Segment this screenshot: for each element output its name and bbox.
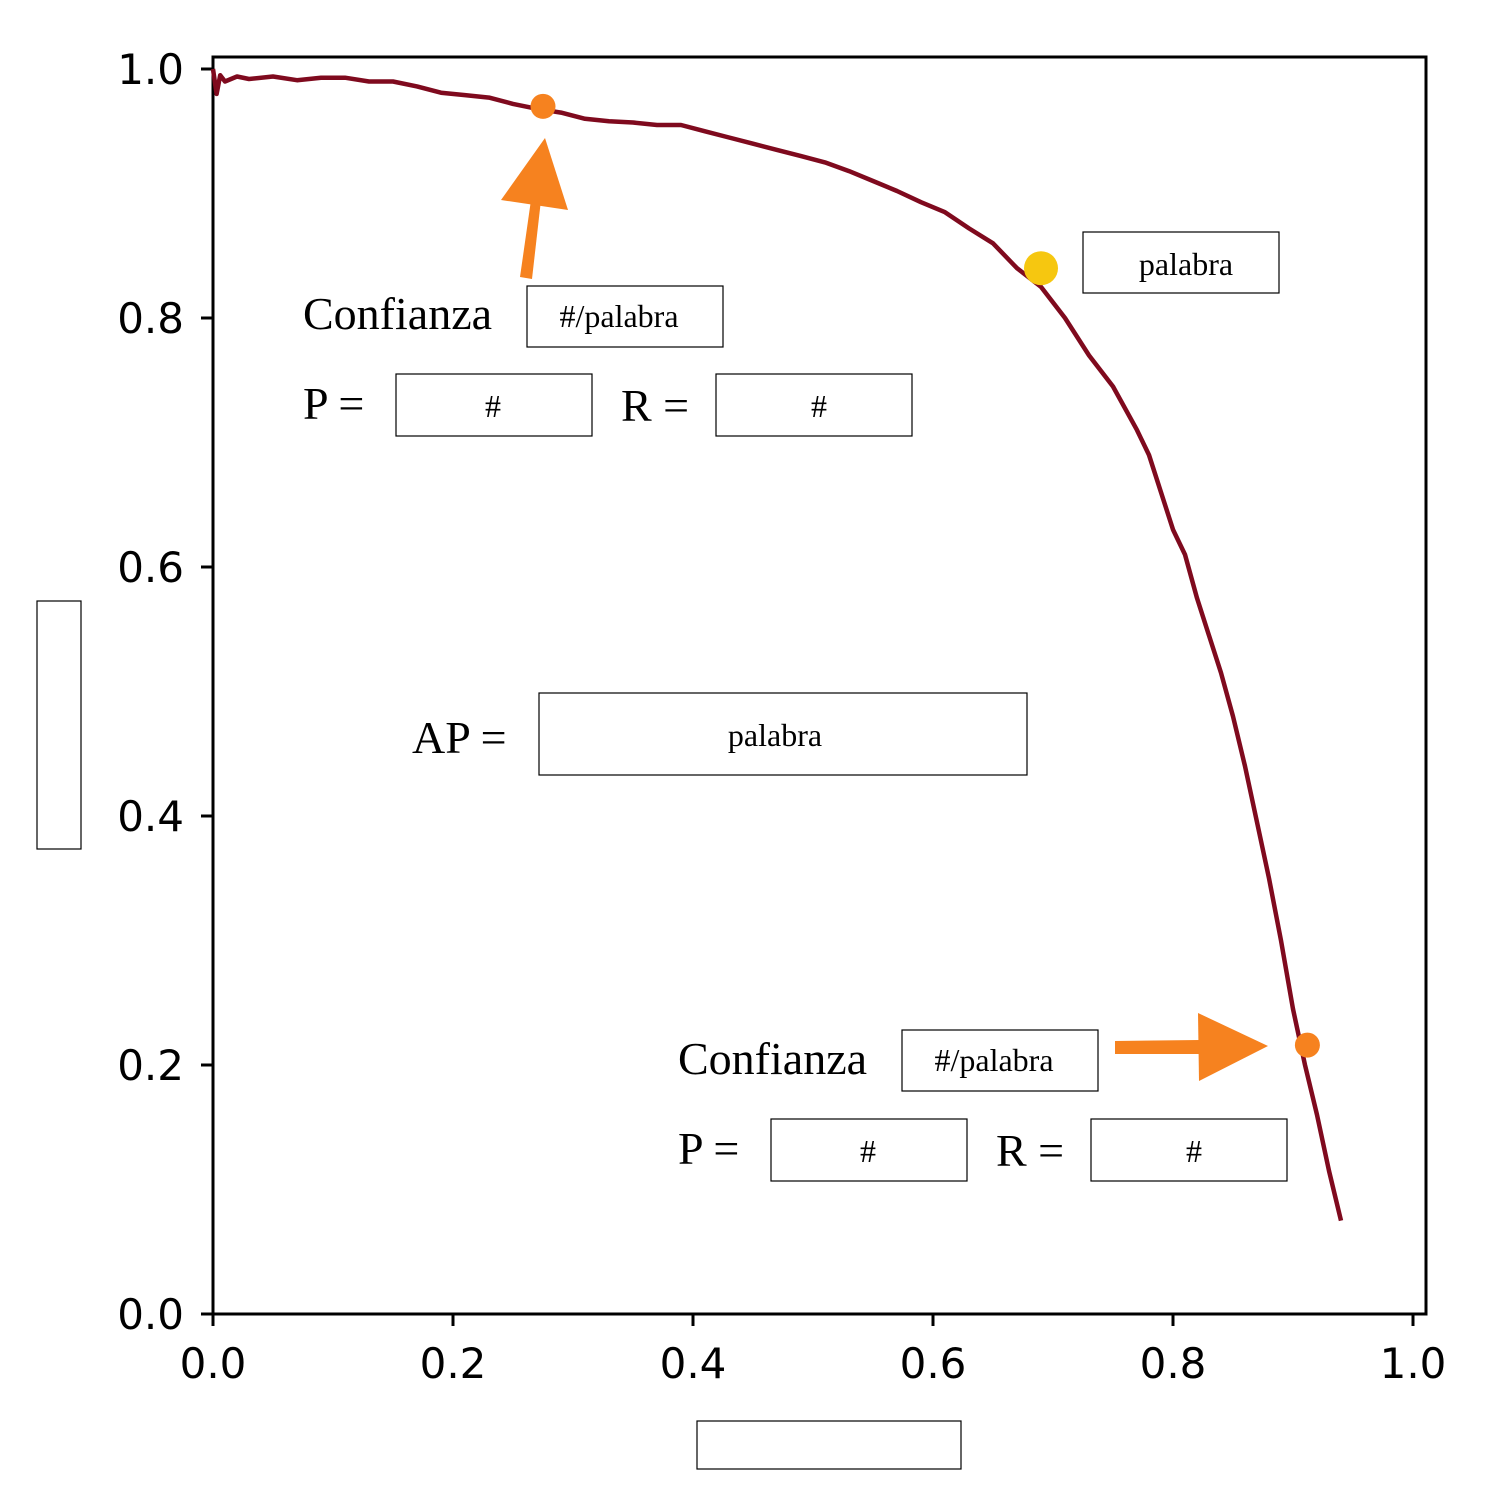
upper-confianza-box: [526, 285, 724, 348]
upper-confianza-value: #/palabra: [559, 298, 678, 334]
lower-p-box: [770, 1118, 968, 1182]
yellow-point-box: [1082, 231, 1280, 294]
precision-recall-curve: [210, 68, 1344, 1222]
ap-value: palabra: [728, 717, 822, 753]
x-tick-label: 0.4: [660, 1339, 727, 1388]
upper-annotation: Confianza #/palabra P = # R = #: [303, 285, 913, 437]
x-tick-label: 0.6: [900, 1339, 967, 1388]
lower-arrow: [1115, 1013, 1268, 1081]
ap-box: [538, 692, 1028, 776]
lower-annotation: Confianza #/palabra P = # R = #: [678, 1029, 1288, 1182]
x-tick-label: 0.8: [1140, 1339, 1207, 1388]
upper-r-value: #: [811, 388, 827, 424]
lower-r-value: #: [1186, 1133, 1202, 1169]
lower-r-box: [1090, 1118, 1288, 1182]
upper-p-value: #: [485, 388, 501, 424]
lower-arrow-head: [1198, 1013, 1268, 1081]
lower-confianza-value: #/palabra: [934, 1042, 1053, 1078]
lower-r-label: R =: [996, 1125, 1064, 1176]
ylabel-box: [36, 600, 82, 850]
upper-r-box: [715, 373, 913, 437]
upper-confianza-label: Confianza: [303, 288, 492, 339]
upper-arrow-shaft: [520, 200, 541, 279]
y-tick-label: 1.0: [117, 45, 184, 94]
upper-arrow: [501, 138, 568, 279]
xlabel-box: [696, 1420, 962, 1470]
lower-p-value: #: [860, 1133, 876, 1169]
y-tick-label: 0.2: [117, 1041, 184, 1090]
lower-confianza-label: Confianza: [678, 1033, 867, 1084]
ap-label: AP =: [412, 712, 507, 763]
lower-confianza-box: [901, 1029, 1099, 1092]
y-tick-label: 0.0: [117, 1290, 184, 1339]
upper-arrow-head: [501, 138, 568, 210]
y-tick-label: 0.4: [117, 792, 184, 841]
upper-r-label: R =: [621, 380, 689, 431]
y-tick-label: 0.8: [117, 294, 184, 343]
lower-arrow-shaft: [1115, 1040, 1200, 1054]
curve-layer: [210, 68, 1344, 1222]
threshold-point-marker: [1294, 1032, 1320, 1058]
y-tick-label: 0.6: [117, 543, 184, 592]
threshold-point-marker: [1024, 251, 1058, 286]
upper-p-label: P =: [303, 378, 364, 429]
x-tick-label: 0.2: [420, 1339, 487, 1388]
plot-frame: [211, 55, 1428, 1316]
axis-ticks: 0.0 0.2 0.4 0.6 0.8 1.0 0.0 0.2 0.4 0.6 0.8 1.0: [117, 45, 1446, 1388]
x-tick-label: 1.0: [1380, 1339, 1447, 1388]
marker-layer: [530, 93, 1320, 1058]
upper-p-box: [395, 373, 593, 437]
threshold-point-marker: [530, 93, 556, 119]
yellow-point-label: palabra: [1139, 246, 1233, 282]
x-tick-label: 0.0: [180, 1339, 247, 1388]
lower-p-label: P =: [678, 1123, 739, 1174]
